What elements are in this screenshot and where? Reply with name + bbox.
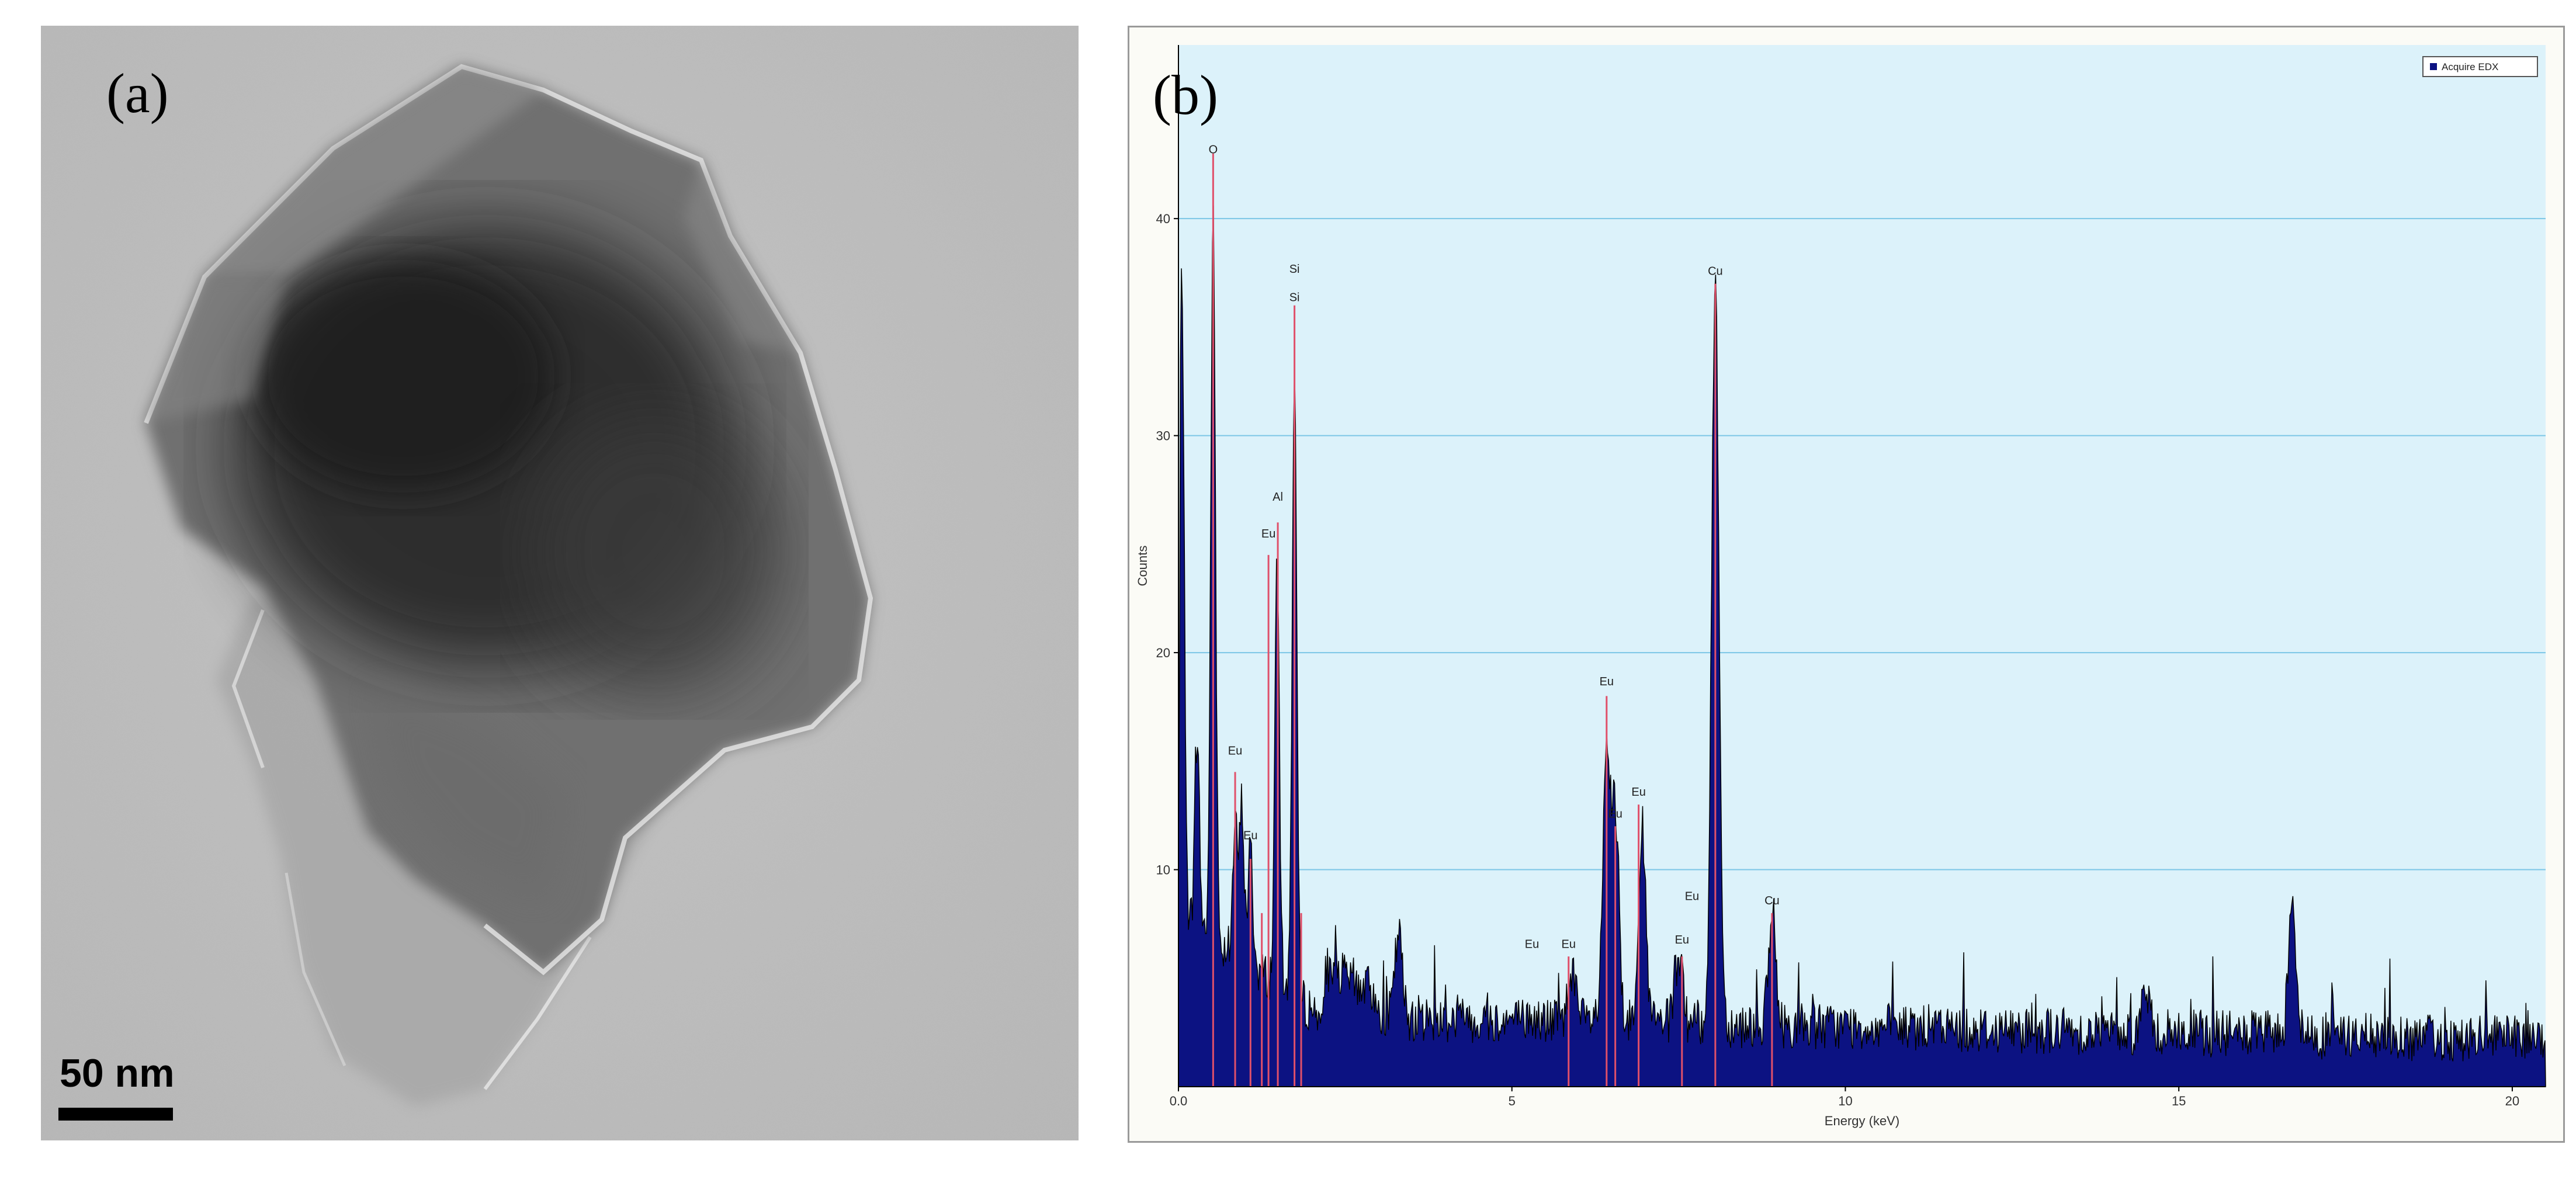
axes: 0.0 5 10 15 20 10 20 30 40 [1156, 45, 2546, 1108]
y-tick-label: 20 [1156, 646, 1170, 660]
scale-bar-label: 50 nm [60, 1051, 175, 1095]
tem-micrograph-image: (a) 50 nm [41, 26, 1079, 1140]
y-axis-title: Counts [1135, 546, 1150, 587]
peak-label: Eu [1243, 830, 1257, 842]
x-tick-label: 10 [1838, 1094, 1852, 1108]
gridlines [1178, 218, 2546, 871]
peak-label: O [1209, 144, 1218, 157]
peak-label: Si [1289, 263, 1300, 276]
peak-label: Eu [1608, 807, 1622, 820]
peak-label: Eu [1562, 938, 1576, 951]
plot-area [1178, 45, 2546, 1087]
spectrum-series [1178, 205, 2546, 1087]
peak-label: Eu [1685, 890, 1699, 903]
x-axis-title: Energy (keV) [1825, 1114, 1899, 1128]
spectrum-area [1178, 205, 2546, 1087]
peak-label: Cu [1764, 894, 1780, 907]
peak-label: Eu [1261, 528, 1275, 540]
legend-box [2422, 56, 2538, 77]
peak-label: Eu [1228, 745, 1242, 758]
edx-spectrum-panel: O Si Si Cu Al Eu Eu Eu Eu Eu Eu Eu Cu Eu Eu Eu 0.0 5 10 15… [1128, 26, 2565, 1143]
edx-spectrum-chart: O Si Si Cu Al Eu Eu Eu Eu Eu Eu Eu Cu Eu Eu Eu 0.0 5 10 15… [1135, 45, 2546, 1128]
peak-label: Eu [1675, 934, 1689, 946]
legend-entry-acquire-edx: Acquire EDX [2442, 61, 2498, 72]
peak-label: Cu [1708, 265, 1723, 278]
legend: Acquire EDX [2422, 56, 2538, 77]
x-tick-label: 0.0 [1170, 1094, 1188, 1108]
peak-label: Al [1273, 491, 1283, 504]
scale-bar [58, 1108, 173, 1121]
y-tick-label: 40 [1156, 211, 1170, 226]
panel-a-label: (a) [106, 62, 169, 124]
x-tick-label: 5 [1509, 1094, 1516, 1108]
x-tick-label: 15 [2172, 1094, 2186, 1108]
peak-label: Eu [1631, 786, 1645, 799]
element-marker-lines [1212, 153, 1773, 1087]
tem-micrograph-panel: (a) 50 nm [41, 26, 1079, 1140]
panel-b-label: (b) [1153, 64, 1218, 126]
y-tick-label: 30 [1156, 429, 1170, 443]
peak-labels: O Si Si Cu Al Eu Eu Eu Eu Eu Eu Eu Cu Eu Eu Eu [1209, 144, 1780, 951]
legend-swatch [2430, 63, 2437, 70]
peak-label: Si [1289, 291, 1300, 304]
x-tick-label: 20 [2505, 1094, 2519, 1108]
peak-label: Eu [1525, 938, 1539, 951]
y-tick-label: 10 [1156, 863, 1170, 878]
peak-label: Eu [1600, 675, 1614, 688]
